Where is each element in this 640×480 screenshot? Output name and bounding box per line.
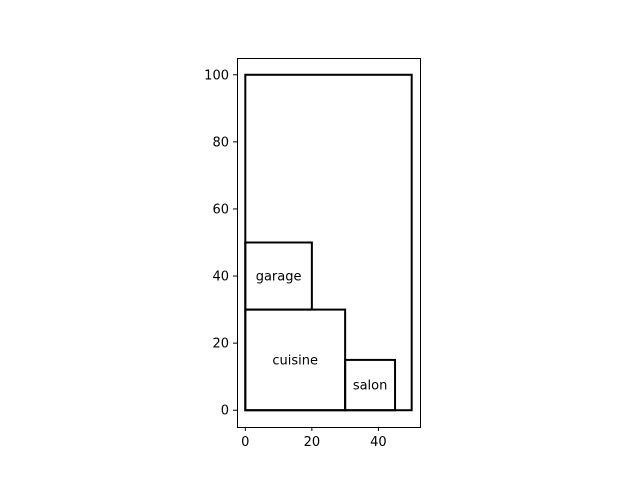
room-rectangles	[244, 73, 413, 412]
axes-frame	[237, 58, 421, 428]
y-axis: 0 20 40 60 80 100	[204, 68, 237, 419]
room-labels: garage cuisine salon	[256, 270, 388, 394]
x-tick-label: 40	[370, 435, 387, 450]
y-tick-label: 100	[204, 68, 229, 83]
y-tick-label: 40	[212, 270, 229, 285]
room-label-garage: garage	[256, 270, 302, 285]
x-axis: 0 20 40	[241, 427, 387, 450]
y-tick-label: 20	[212, 337, 229, 352]
room-salon	[344, 358, 397, 412]
room-label-salon: salon	[353, 379, 388, 394]
y-tick-label: 60	[212, 202, 229, 217]
y-tick-label: 0	[221, 404, 229, 419]
room-label-cuisine: cuisine	[272, 353, 318, 368]
x-tick-label: 20	[304, 435, 321, 450]
x-tick-label: 0	[241, 435, 249, 450]
y-tick-label: 80	[212, 135, 229, 150]
